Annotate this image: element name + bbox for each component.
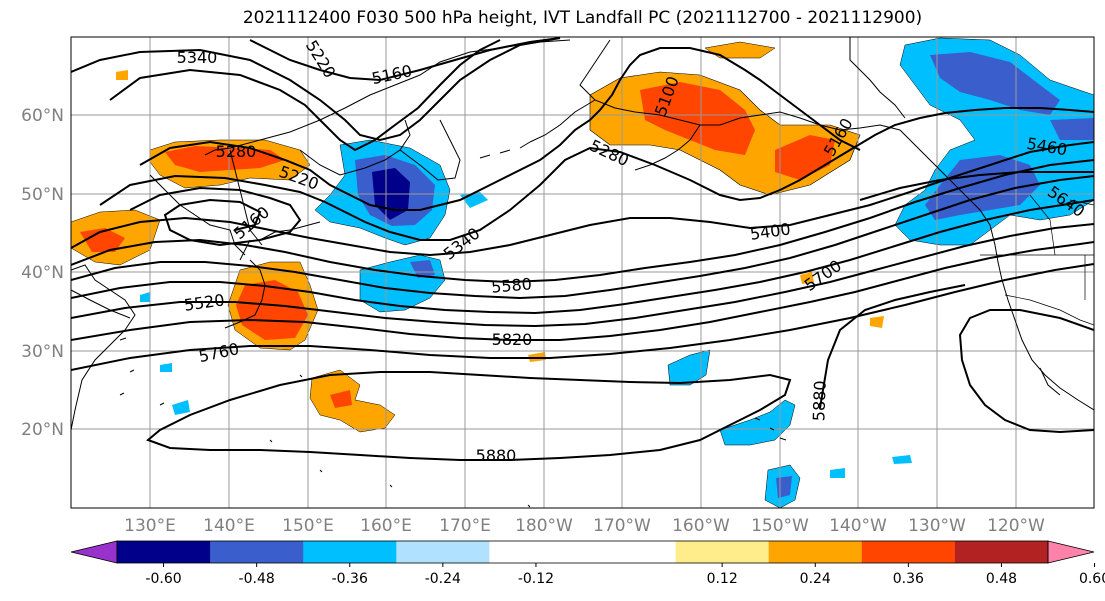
colorbar-box: [117, 541, 211, 563]
colorbar-box: [489, 541, 583, 563]
lon-label: 160°E: [360, 516, 412, 536]
colorbar-box: [861, 541, 956, 563]
colorbar-extend-max: [1047, 540, 1095, 564]
contour-label: 5880: [476, 446, 517, 465]
colorbar-tick-label: -0.48: [239, 571, 275, 587]
height-contours: [71, 37, 1094, 461]
lon-label: 180°W: [515, 516, 573, 536]
lat-label: 40°N: [21, 263, 64, 283]
lon-label: 160°W: [672, 516, 730, 536]
lon-label: 130°E: [124, 516, 176, 536]
lon-label: 170°E: [439, 516, 491, 536]
colorbar-tick-label: -0.36: [332, 571, 368, 587]
contour-label: 5580: [490, 274, 532, 296]
colorbar-box: [675, 541, 770, 563]
map-frame: [70, 36, 1095, 509]
contour-label: 5820: [492, 330, 533, 349]
colorbar-tick-label: -0.12: [518, 571, 554, 587]
colorbar-tick-label: 0.36: [893, 571, 924, 587]
colorbar-border: [116, 540, 1049, 564]
lon-label: 150°W: [751, 516, 809, 536]
lon-label: 170°W: [593, 516, 651, 536]
contour-label: 5880: [809, 380, 829, 421]
colorbar-tick-label: -0.60: [145, 571, 181, 587]
colorbar-box: [954, 541, 1049, 563]
lon-label: 140°W: [829, 516, 887, 536]
lat-axis: 60°N 50°N 40°N 30°N 20°N: [21, 106, 64, 440]
colorbar-tick-label: 0.60: [1079, 571, 1105, 587]
colorbar-tick-label: 0.48: [986, 571, 1017, 587]
colorbar-box: [396, 541, 490, 563]
colorbar-tick-label: -0.24: [425, 571, 461, 587]
colorbar: -0.60 -0.48 -0.36 -0.24 -0.12 0.12 0.24 0.36 0.4…: [70, 540, 1105, 587]
colorbar-box: [210, 541, 304, 563]
lat-label: 30°N: [21, 342, 64, 362]
lon-label: 150°E: [282, 516, 334, 536]
lat-label: 20°N: [21, 420, 64, 440]
graticule: [71, 37, 1094, 508]
contour-label: 5340: [177, 48, 218, 67]
lat-label: 50°N: [21, 185, 64, 205]
lon-label: 120°W: [987, 516, 1045, 536]
colorbar-extend-min: [70, 540, 118, 564]
colorbar-box: [768, 541, 863, 563]
lat-label: 60°N: [21, 106, 64, 126]
lon-label: 140°E: [203, 516, 255, 536]
colorbar-tick-label: 0.24: [800, 571, 831, 587]
colorbar-box: [582, 541, 677, 563]
map-title: 2021112400 F030 500 hPa height, IVT Land…: [242, 8, 923, 28]
colorbar-tick-label: 0.12: [707, 571, 738, 587]
colorbar-box: [303, 541, 397, 563]
lon-label: 130°W: [908, 516, 966, 536]
contour-label: 5280: [216, 142, 257, 161]
lon-axis: 130°E 140°E 150°E 160°E 170°E 180°W 170°…: [124, 516, 1045, 536]
